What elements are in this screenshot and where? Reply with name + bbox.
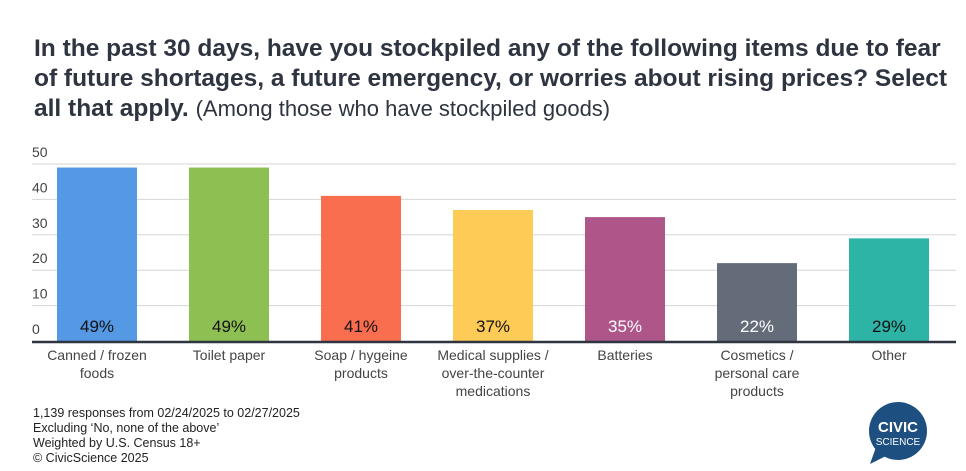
bar xyxy=(189,167,269,341)
chart-subtitle: (Among those who have stockpiled goods) xyxy=(195,96,611,121)
footnotes: 1,139 responses from 02/24/2025 to 02/27… xyxy=(33,406,300,466)
y-tick-label: 30 xyxy=(32,215,48,231)
footnote-copyright: © CivicScience 2025 xyxy=(33,451,149,465)
footnote-responses: 1,139 responses from 02/24/2025 to 02/27… xyxy=(33,406,300,420)
bar xyxy=(849,238,929,341)
logo-bubble-tail xyxy=(870,447,888,464)
y-tick-label: 20 xyxy=(32,250,48,266)
data-label: 22% xyxy=(740,317,774,336)
data-label: 37% xyxy=(476,317,510,336)
x-tick-label: Soap / hygeine xyxy=(314,347,408,363)
logo-text-civic: CIVIC xyxy=(878,419,918,436)
footnote-exclusion: Excluding ‘No, none of the above’ xyxy=(33,421,220,435)
y-tick-label: 0 xyxy=(32,321,40,337)
footnote-weighting: Weighted by U.S. Census 18+ xyxy=(33,436,201,450)
bar xyxy=(321,195,401,341)
data-label: 29% xyxy=(872,317,906,336)
y-tick-label: 50 xyxy=(32,144,48,160)
logo-bubble xyxy=(869,402,927,460)
x-tick-label: products xyxy=(730,383,784,399)
bar xyxy=(717,263,797,341)
y-tick-label: 10 xyxy=(32,286,48,302)
x-tick-label: products xyxy=(334,365,388,381)
x-tick-label: over-the-counter xyxy=(442,365,545,381)
x-tick-label: Toilet paper xyxy=(193,347,266,363)
chart-title-main: In the past 30 days, have you stockpiled… xyxy=(34,35,948,122)
data-label: 49% xyxy=(212,317,246,336)
data-label: 49% xyxy=(80,317,114,336)
x-tick-label: Medical supplies / xyxy=(437,347,548,363)
x-tick-label: Canned / frozen xyxy=(47,347,147,363)
data-label: 35% xyxy=(608,317,642,336)
x-tick-label: Other xyxy=(871,347,906,363)
x-tick-label: Cosmetics / xyxy=(720,347,793,363)
data-label: 41% xyxy=(344,317,378,336)
logo-text-science: SCIENCE xyxy=(876,437,921,448)
x-tick-label: Batteries xyxy=(597,347,652,363)
x-tick-label: medications xyxy=(456,383,531,399)
bar xyxy=(585,217,665,341)
bar xyxy=(57,167,137,341)
y-tick-label: 40 xyxy=(32,179,48,195)
chart-title: In the past 30 days, have you stockpiled… xyxy=(34,34,954,124)
bar xyxy=(453,210,533,341)
civicscience-logo: CIVIC SCIENCE xyxy=(869,402,927,464)
x-tick-label: foods xyxy=(80,365,114,381)
x-tick-label: personal care xyxy=(715,365,800,381)
